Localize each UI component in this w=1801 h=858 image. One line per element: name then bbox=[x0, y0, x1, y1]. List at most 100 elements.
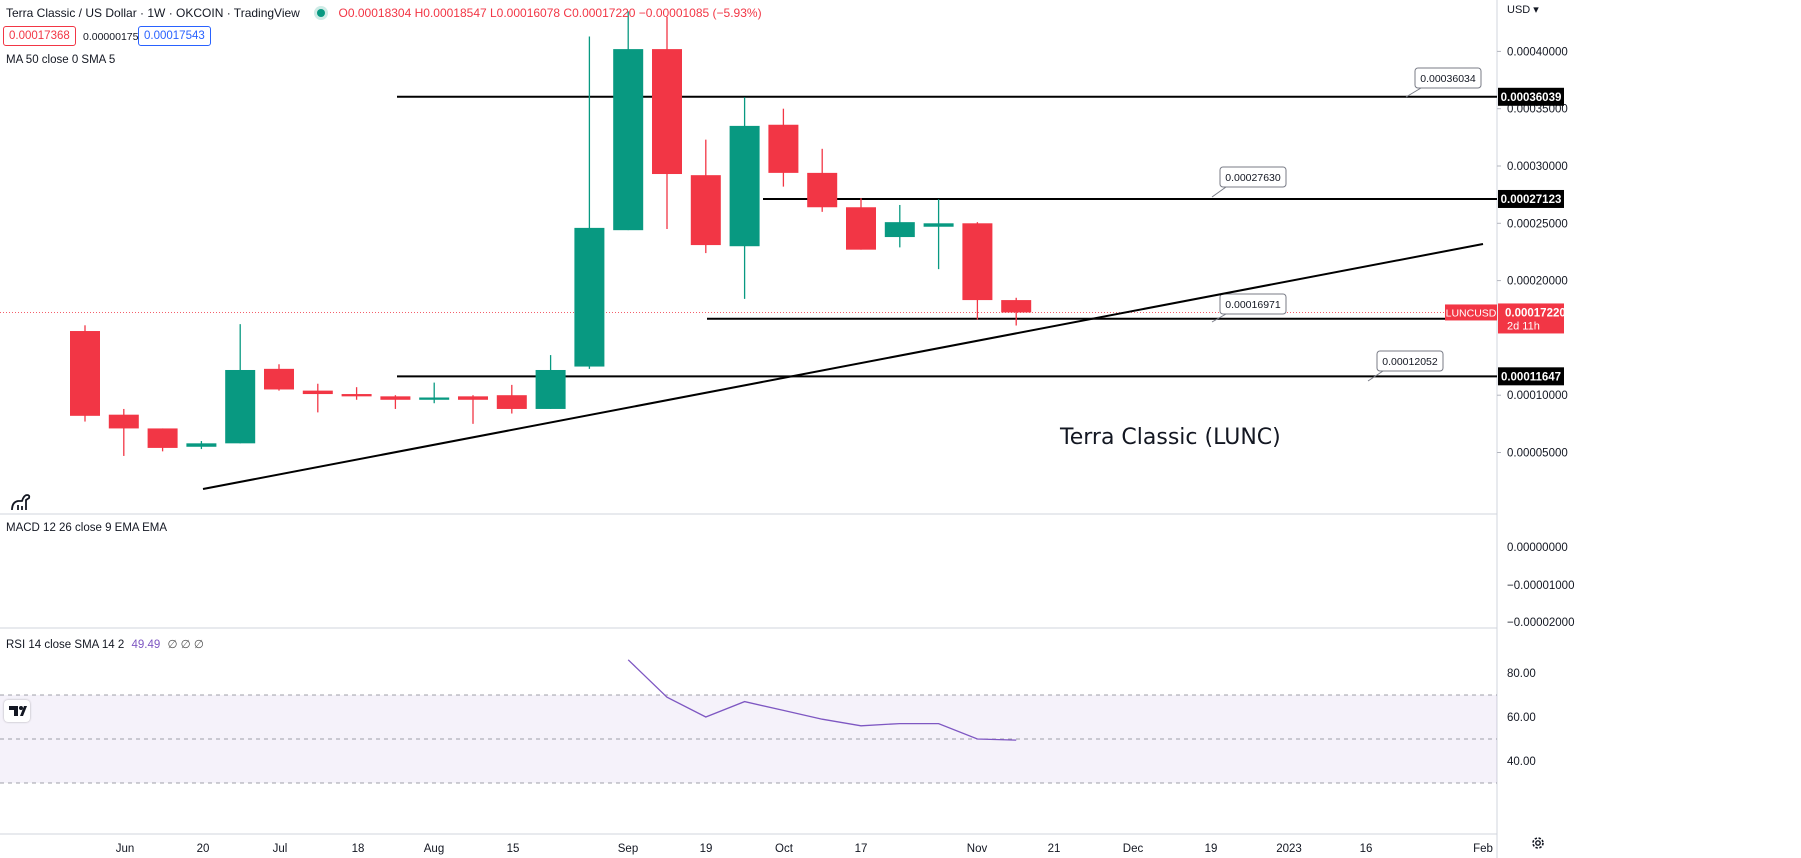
candle bbox=[962, 222, 993, 320]
candle bbox=[186, 441, 217, 450]
rsi-tick-label: 60.00 bbox=[1507, 712, 1536, 724]
callout-pointer bbox=[1211, 313, 1227, 323]
last-price-label: 0.00017220 bbox=[1505, 307, 1566, 319]
y-tick-label: 0.00035000 bbox=[1507, 104, 1568, 116]
level-price-label: 0.00027123 bbox=[1501, 194, 1562, 206]
candle-body bbox=[729, 125, 760, 247]
candle bbox=[846, 198, 876, 250]
candle-body bbox=[613, 49, 644, 231]
x-tick-label: 19 bbox=[700, 843, 713, 855]
y-tick-label: 0.00025000 bbox=[1507, 218, 1568, 230]
candle bbox=[807, 148, 838, 212]
symbol-title: Terra Classic / US Dollar · 1W · OKCOIN … bbox=[6, 6, 300, 20]
candle-body bbox=[225, 369, 256, 444]
chart-annotation-title: Terra Classic (LUNC) bbox=[1059, 425, 1281, 450]
candle bbox=[147, 428, 178, 452]
candle-body bbox=[458, 396, 488, 400]
candle bbox=[108, 408, 139, 456]
chart-title: Terra Classic / US Dollar · 1W · OKCOIN … bbox=[6, 6, 762, 20]
candle-body bbox=[923, 223, 954, 227]
x-tick-label: 18 bbox=[352, 843, 365, 855]
candle bbox=[923, 199, 954, 270]
x-tick-label: Aug bbox=[424, 843, 444, 855]
candle-body bbox=[70, 331, 100, 416]
x-tick-label: 15 bbox=[507, 843, 520, 855]
candle-body bbox=[186, 443, 217, 447]
rsi-line bbox=[627, 659, 1017, 741]
candle bbox=[302, 383, 333, 413]
last-price-tag bbox=[1498, 303, 1564, 334]
rsi-placeholders: ∅ ∅ ∅ bbox=[167, 639, 204, 651]
candle bbox=[341, 387, 372, 400]
rsi-tick-label: 40.00 bbox=[1507, 756, 1536, 768]
currency-text: USD bbox=[1507, 4, 1531, 16]
callout-pointer bbox=[1367, 370, 1384, 382]
x-tick-label: Oct bbox=[775, 843, 794, 855]
tradingview-logo-icon[interactable] bbox=[4, 700, 30, 722]
candle bbox=[729, 97, 760, 299]
macd-indicator-label[interactable]: MACD 12 26 close 9 EMA EMA bbox=[6, 522, 168, 534]
chevron-down-icon: ▾ bbox=[1533, 4, 1539, 16]
x-tick-label: Nov bbox=[967, 843, 988, 855]
candle bbox=[225, 324, 256, 444]
rsi-value: 49.49 bbox=[131, 639, 161, 651]
rsi-tick-label: 80.00 bbox=[1507, 668, 1536, 680]
trend-line bbox=[202, 243, 1484, 490]
x-tick-label: 16 bbox=[1360, 843, 1373, 855]
ohlc-values: O0.00018304 H0.00018547 L0.00016078 C0.0… bbox=[338, 6, 762, 20]
candle-body bbox=[147, 428, 178, 448]
callout-box bbox=[1219, 166, 1287, 188]
y-tick-label: 0.00010000 bbox=[1507, 390, 1568, 402]
x-tick-label: 21 bbox=[1048, 843, 1061, 855]
ma-indicator-label[interactable]: MA 50 close 0 SMA 5 bbox=[6, 54, 116, 66]
candle bbox=[264, 364, 294, 391]
gear-icon[interactable] bbox=[1530, 835, 1546, 851]
callout-label: 0.00012052 bbox=[1382, 356, 1438, 368]
market-status-dot bbox=[317, 9, 326, 17]
callout-label: 0.00027630 bbox=[1225, 172, 1281, 184]
candle bbox=[380, 395, 411, 409]
y-tick-label: 0.00005000 bbox=[1507, 448, 1568, 460]
candle-body bbox=[652, 49, 682, 175]
candle-body bbox=[264, 368, 294, 390]
x-tick-label: Feb bbox=[1473, 843, 1493, 855]
x-tick-label: Sep bbox=[618, 843, 638, 855]
callout-pointer bbox=[1211, 186, 1227, 198]
rsi-indicator-label[interactable]: RSI 14 close SMA 14 2 49.49 ∅ ∅ ∅ bbox=[6, 637, 204, 651]
symbol-tag-label: LUNCUSD bbox=[1446, 307, 1497, 319]
level-price-label: 0.00036039 bbox=[1501, 92, 1562, 104]
callout-box bbox=[1376, 350, 1444, 372]
level-price-tag bbox=[1498, 367, 1564, 386]
y-tick-label: 0.00020000 bbox=[1507, 276, 1568, 288]
x-tick-label: Jul bbox=[273, 843, 288, 855]
candle-body bbox=[884, 222, 915, 238]
dino-icon[interactable] bbox=[8, 490, 32, 514]
x-tick-label: Dec bbox=[1123, 843, 1144, 855]
y-tick-label: 0.00040000 bbox=[1507, 46, 1568, 58]
candle-body bbox=[807, 172, 838, 208]
x-tick-label: 20 bbox=[197, 843, 210, 855]
x-tick-label: Jun bbox=[116, 843, 135, 855]
candle bbox=[574, 36, 605, 369]
sell-price-button[interactable]: 0.00017368 bbox=[3, 26, 76, 46]
candle bbox=[768, 108, 799, 187]
candle bbox=[1001, 297, 1032, 326]
buy-price-button[interactable]: 0.00017543 bbox=[138, 26, 211, 46]
currency-label[interactable]: USD ▾ bbox=[1507, 3, 1539, 16]
candle bbox=[496, 384, 527, 414]
level-price-tag bbox=[1498, 189, 1564, 208]
x-tick-label: 2023 bbox=[1276, 843, 1302, 855]
candle-body bbox=[962, 223, 993, 301]
spread-value: 0.00000175 bbox=[83, 31, 139, 43]
callout-label: 0.00016971 bbox=[1225, 299, 1281, 311]
candle-body bbox=[574, 227, 605, 367]
candle-body bbox=[1001, 300, 1032, 313]
x-tick-label: 17 bbox=[855, 843, 868, 855]
candle-body bbox=[690, 175, 721, 246]
callout-box bbox=[1414, 67, 1482, 89]
x-tick-label: 19 bbox=[1205, 843, 1218, 855]
candle bbox=[535, 355, 566, 409]
candle-body bbox=[496, 395, 527, 409]
candle-body bbox=[380, 396, 411, 400]
